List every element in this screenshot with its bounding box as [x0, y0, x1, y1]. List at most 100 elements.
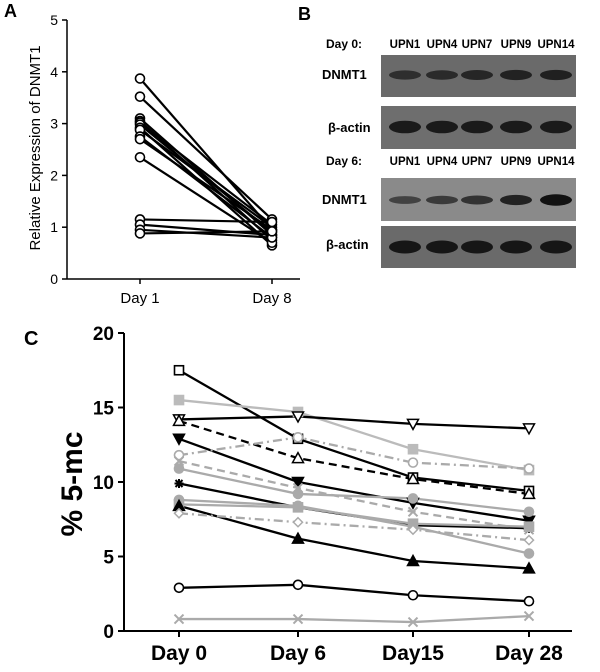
- panel-a-patient-line: [139, 138, 273, 231]
- blot-lane-label: UPN7: [462, 156, 493, 168]
- panel-c-series-line: [178, 398, 530, 472]
- blot-day6-dnmt1-label: DNMT1: [322, 192, 367, 207]
- blot-band: [540, 194, 572, 206]
- blot-band: [461, 195, 493, 205]
- panel-c-series-line: [178, 504, 530, 570]
- blot-band: [500, 120, 532, 134]
- panel-a-patient-line: [139, 128, 273, 229]
- panel-c-series-point: [406, 418, 420, 431]
- panel-c-series-point: [523, 548, 535, 559]
- panel-c-series-point: [523, 610, 535, 622]
- panel-c-series-point: [407, 443, 419, 455]
- blot-band: [500, 194, 532, 206]
- blot-day6-actin-label: β-actin: [326, 237, 369, 252]
- panel-letter-a: A: [4, 1, 17, 21]
- panel-c-series-line: [178, 419, 530, 496]
- panel-a-x-tick-label: Day 8: [252, 290, 291, 307]
- blot-day6-label: Day 6:: [326, 154, 362, 168]
- panel-c-series-point: [292, 502, 304, 513]
- panel-c-series-point: [292, 431, 304, 443]
- panel-c-lines: [172, 364, 536, 628]
- panel-letter-c: C: [24, 328, 38, 350]
- panel-c-series-point: [407, 506, 419, 518]
- panel-c-y-tick-label: 5: [103, 548, 114, 569]
- blot-band: [426, 195, 458, 205]
- panel-a-y-axis-label: Relative Expression of DNMT1: [27, 45, 44, 250]
- panel-c-y-tick-label: 15: [93, 399, 115, 420]
- blot-lane-label: UPN1: [390, 39, 421, 51]
- panel-c-series-line: [179, 614, 530, 624]
- panel-a-patient-line: [139, 121, 273, 226]
- panel-c-series-point: [406, 471, 420, 485]
- panel-c-series-point: [407, 493, 419, 504]
- panel-a-y-tick-label: 2: [50, 167, 58, 183]
- panel-c-series-point: [292, 488, 304, 500]
- blot-band: [540, 240, 572, 254]
- panel-c-series-point: [523, 595, 535, 607]
- blot-band: [461, 70, 493, 80]
- panel-c-series-point: [292, 613, 304, 625]
- panel-c-x-tick-label: Day 0: [151, 642, 207, 665]
- panel-c-series-point: [407, 616, 419, 628]
- panel-c-x-tick-label: Day 28: [495, 642, 563, 665]
- blot-band: [426, 70, 458, 80]
- panel-c-series-point: [291, 476, 305, 490]
- panel-c-series-line: [178, 583, 530, 603]
- panel-letter-b: B: [298, 4, 311, 24]
- panel-c-series-line: [178, 503, 530, 528]
- panel-c-series-point: [173, 507, 185, 519]
- panel-c-series-line: [178, 415, 530, 430]
- panel-c-series-point: [173, 394, 185, 406]
- blot-band: [389, 240, 421, 254]
- blot-day0-label: Day 0:: [326, 37, 362, 51]
- blot-band: [389, 70, 421, 80]
- panel-a-patient-line: [139, 156, 273, 244]
- panel-c-series-point: [172, 413, 186, 427]
- blot-band: [500, 69, 532, 81]
- panel-c-series-point: [522, 561, 536, 574]
- panel-c-series-point: [522, 423, 536, 436]
- panel-a-day1-point: [134, 133, 146, 145]
- panel-c-series-line: [178, 437, 530, 522]
- blot-lane-label: UPN9: [501, 156, 532, 168]
- blot-day0-dnmt1-label: DNMT1: [322, 67, 367, 82]
- panel-a-patient-line: [139, 228, 273, 239]
- panel-c-y-tick-label: 10: [93, 473, 114, 494]
- panel-a-lines: [134, 73, 278, 251]
- blot-lane-label: UPN9: [501, 39, 532, 51]
- panel-c-series-point: [407, 589, 419, 601]
- panel-c-series-line: [178, 467, 530, 513]
- panel-c-series-point: [407, 457, 419, 468]
- panel-c-series-point: [522, 486, 536, 500]
- blot-lane-label: UPN1: [390, 156, 421, 168]
- blot-lane-label: UPN4: [427, 39, 458, 51]
- panel-a-day1-point: [134, 91, 146, 102]
- panel-a-day8-point: [266, 216, 278, 228]
- panel-c-series-point: [173, 463, 185, 474]
- panel-a-patient-line: [139, 230, 273, 235]
- panel-c-series-point: [173, 582, 185, 594]
- blot-lane-label: UPN14: [537, 39, 575, 51]
- panel-c-y-tick-label: 20: [93, 324, 114, 345]
- panel-c-ticks: 0 5 10 15 20 Day 0 Day 6 Day15 Day 28: [93, 324, 563, 665]
- panel-a-patient-line: [139, 77, 273, 231]
- panel-a-axes: [66, 20, 300, 280]
- panel-a-y-tick-label: 3: [50, 116, 58, 132]
- panel-a-y-tick-label: 1: [50, 219, 58, 235]
- panel-a-x-tick-label: Day 1: [120, 290, 159, 307]
- panel-c-y-axis-label: % 5-mc: [56, 431, 89, 536]
- blot-day0-bands: [389, 69, 572, 134]
- panel-c-series-point: [173, 455, 185, 467]
- panel-c-series-line: [178, 369, 530, 493]
- panel-a-ticks: 0 1 2 3 4 5 Day 1 Day 8: [50, 12, 291, 307]
- panel-c-x-tick-label: Day15: [382, 642, 444, 665]
- panel-c-y-tick-label: 0: [103, 622, 114, 643]
- panel-a-day1-point: [134, 228, 146, 239]
- panel-c-series-point: [292, 516, 304, 528]
- panel-a-chart: Relative Expression of DNMT1 0 1 2 3 4 5 Day 1…: [27, 12, 300, 307]
- blot-lane-label: UPN7: [462, 39, 493, 51]
- panel-a-patient-line: [139, 223, 273, 237]
- panel-a-y-tick-label: 4: [50, 64, 58, 80]
- blot-band: [426, 240, 458, 254]
